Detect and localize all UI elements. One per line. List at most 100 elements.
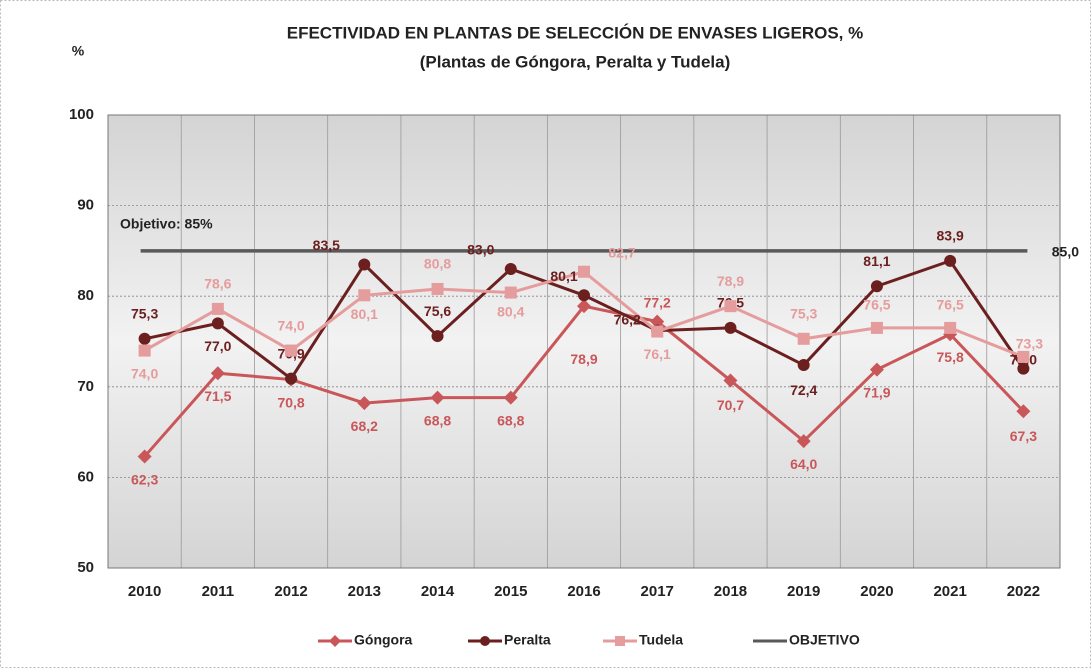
data-label: 76,5 [863, 297, 890, 313]
data-label: 68,8 [497, 412, 524, 428]
legend-marker [480, 636, 490, 646]
marker [944, 254, 957, 267]
chart-subtitle: (Plantas de Góngora, Peralta y Tudela) [420, 52, 730, 71]
data-label: 83,0 [467, 242, 494, 258]
y-tick-label: 90 [77, 197, 94, 214]
data-label: 70,7 [717, 397, 744, 413]
data-label: 67,3 [1010, 428, 1037, 444]
x-tick-label: 2014 [421, 583, 455, 600]
marker [211, 317, 224, 330]
legend-label: OBJETIVO [789, 632, 860, 648]
marker [797, 332, 810, 345]
y-axis-label: % [72, 43, 85, 59]
data-label: 74,0 [277, 317, 304, 333]
marker [211, 302, 224, 315]
data-label: 82,7 [608, 244, 635, 260]
marker [724, 321, 737, 334]
x-tick-label: 2011 [202, 583, 235, 600]
legend-marker [329, 635, 341, 647]
marker [1017, 350, 1030, 363]
data-label: 72,4 [790, 382, 817, 398]
marker [578, 265, 590, 278]
marker [797, 359, 810, 372]
marker [431, 330, 444, 343]
marker [796, 434, 811, 449]
marker [431, 282, 444, 295]
data-label: 71,5 [204, 388, 231, 404]
marker [137, 449, 152, 464]
y-tick-label: 50 [77, 559, 94, 576]
marker [358, 289, 371, 302]
data-label: 71,9 [863, 384, 890, 400]
data-label: 70,8 [277, 394, 304, 410]
marker [650, 314, 665, 329]
data-label: 64,0 [790, 456, 817, 472]
marker [870, 321, 883, 334]
x-tick-label: 2017 [641, 583, 674, 600]
x-tick-label: 2015 [494, 583, 527, 600]
chart-title: EFECTIVIDAD EN PLANTAS DE SELECCIÓN DE E… [287, 23, 864, 42]
y-tick-label: 70 [77, 378, 94, 395]
data-label: 85,0 [1052, 244, 1079, 260]
marker [870, 280, 883, 293]
y-tick-label: 100 [69, 106, 94, 123]
x-tick-label: 2016 [567, 583, 600, 600]
marker [285, 372, 298, 385]
marker [503, 390, 518, 405]
marker [357, 396, 372, 411]
data-label: 78,6 [204, 276, 231, 292]
data-label: 75,3 [790, 305, 817, 321]
marker [577, 299, 591, 314]
data-label: 75,6 [424, 303, 451, 319]
x-tick-label: 2013 [348, 583, 381, 600]
marker [578, 289, 590, 302]
x-tick-label: 2019 [787, 583, 820, 600]
data-label: 74,0 [131, 365, 158, 381]
data-label: 76,2 [614, 311, 641, 327]
x-tick-label: 2012 [274, 583, 307, 600]
x-tick-label: 2018 [714, 583, 747, 600]
x-tick-label: 2010 [128, 583, 161, 600]
data-label: 80,4 [497, 303, 524, 319]
y-tick-label: 80 [77, 287, 94, 304]
data-label: 81,1 [863, 253, 890, 269]
marker [1016, 404, 1031, 419]
x-tick-label: 2021 [933, 583, 966, 600]
x-tick-label: 2022 [1007, 583, 1040, 600]
data-label: 62,3 [131, 471, 158, 487]
data-label: 76,1 [644, 346, 671, 362]
marker [869, 362, 884, 377]
marker [504, 286, 517, 299]
y-tick-label: 60 [77, 468, 94, 485]
data-label: 77,0 [204, 338, 231, 354]
data-label: 77,2 [644, 294, 671, 310]
data-label: 78,9 [570, 351, 597, 367]
data-label: 75,3 [131, 305, 158, 321]
marker [724, 300, 737, 313]
marker [944, 321, 957, 334]
marker [285, 344, 298, 357]
legend-label: Peralta [504, 632, 551, 648]
legend-label: Góngora [354, 632, 413, 648]
data-label: 78,9 [717, 273, 744, 289]
data-label: 68,2 [351, 418, 378, 434]
data-label: 76,5 [937, 297, 964, 313]
data-label: 75,8 [937, 349, 964, 365]
data-label: 83,5 [313, 237, 340, 253]
legend-marker [615, 636, 625, 646]
marker [504, 263, 517, 276]
plot-area [108, 115, 1060, 568]
marker [651, 325, 664, 338]
x-tick-label: 2020 [860, 583, 893, 600]
marker [210, 366, 225, 381]
legend-label: Tudela [639, 632, 683, 648]
data-label: 80,1 [351, 306, 378, 322]
marker [430, 390, 445, 405]
data-label: 68,8 [424, 412, 451, 428]
annotation: Objetivo: 85% [120, 216, 213, 232]
marker [358, 258, 371, 271]
data-label: 80,8 [424, 256, 451, 272]
data-label: 80,1 [550, 268, 577, 284]
marker [723, 373, 738, 388]
